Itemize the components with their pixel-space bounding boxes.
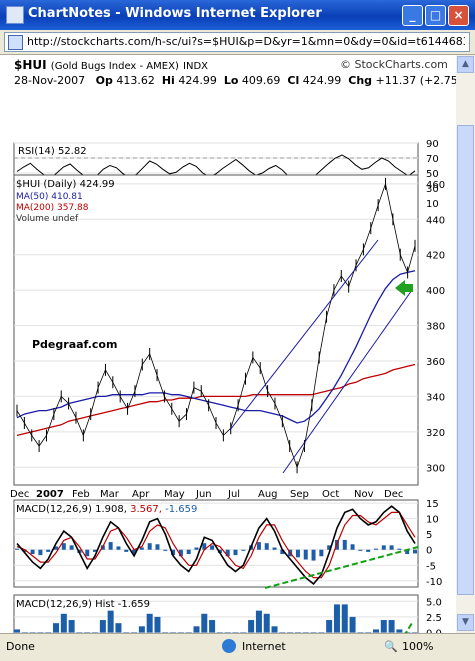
close-button[interactable]: × [448,5,469,26]
hist-bar [326,620,332,633]
hist-bar [381,620,387,633]
hist-bar [61,614,67,633]
hist-bar [69,620,75,633]
zoom-text[interactable]: 100% [402,640,433,653]
price-tick-label: 400 [426,286,445,297]
macd-tick-label: 15 [426,499,439,510]
scroll-up-button[interactable]: ▲ [457,56,474,73]
maximize-button[interactable]: □ [425,5,446,26]
macd-label-part: MACD(12,26,9) [16,504,95,515]
price-tick-label: 420 [426,251,445,262]
month-label: May [164,489,185,500]
price-tick-label: 300 [426,463,445,474]
rsi-tick-label: 10 [426,199,439,210]
hist-bar [100,620,106,633]
scroll-down-button[interactable]: ▼ [457,614,474,631]
hist-bar [350,617,356,633]
scroll-thumb[interactable] [457,125,474,595]
window-title: ChartNotes - Windows Internet Explorer [28,6,322,21]
zone-text: Internet [242,640,286,653]
month-label: Sep [290,489,309,500]
month-label: Aug [258,489,278,500]
hist-bar [272,626,278,632]
macd-label-part: 1.908, [95,504,130,515]
price-tick-label: 360 [426,357,445,368]
hist-tick-label: 5.0 [426,597,442,608]
rsi-tick-label: 90 [426,139,439,150]
ie-icon [6,6,24,24]
hist-label: MACD(12,26,9) Hist -1.659 [16,599,150,610]
price-legend-volume: Volume undef [16,214,79,224]
price-tick-label: 380 [426,322,445,333]
month-label: 2007 [36,489,64,500]
price-tick-label: 320 [426,428,445,439]
status-text: Done [6,640,35,653]
hist-bar [248,620,254,633]
chart-content: $HUI (Gold Bugs Index - AMEX) INDX © Sto… [0,55,456,633]
hist-bar [389,620,395,633]
status-bar: Done Internet 🔍 100% [0,633,475,661]
vertical-scrollbar[interactable]: ▲ ▼ [456,55,475,633]
hist-bar [264,614,270,633]
hist-bar [154,617,160,633]
month-label: Dec [384,489,403,500]
address-bar: http://stockcharts.com/h-sc/ui?s=$HUI&p=… [0,30,475,55]
rsi-tick-label: 50 [426,169,439,180]
macd-label-part: -1.659 [165,504,197,515]
macd-tick-label: 0 [426,546,432,557]
globe-icon [222,639,236,653]
hist-bar [209,620,215,633]
url-text[interactable]: http://stockcharts.com/h-sc/ui?s=$HUI&p=… [27,35,465,48]
month-label: Apr [132,489,150,500]
macd-tick-label: -5 [426,561,436,572]
hist-bar [334,604,340,632]
macd-label-part: 3.567, [130,504,165,515]
month-label: Jun [195,489,212,500]
macd-tick-label: -10 [426,577,442,588]
hist-bar [115,623,121,632]
hist-bar [201,614,207,633]
rsi-label: RSI(14) 52.82 [18,146,87,157]
hist-bar [193,626,199,632]
hist-bar [256,611,262,633]
price-legend-ma50: MA(50) 410.81 [16,192,83,202]
hist-tick-label: 2.5 [426,613,442,624]
zoom-icon[interactable]: 🔍 [384,640,398,653]
month-label: Dec [10,489,29,500]
page-icon [8,35,23,50]
price-legend-ma200: MA(200) 357.88 [16,203,89,213]
price-tick-label: 440 [426,215,445,226]
month-label: Nov [354,489,374,500]
rsi-tick-label: 70 [426,154,439,165]
price-tick-label: 340 [426,392,445,403]
macd-tick-label: 5 [426,530,432,541]
month-label: Mar [100,489,120,500]
month-label: Jul [227,489,240,500]
macd-tick-label: 10 [426,515,439,526]
macd-label: MACD(12,26,9) 1.908, 3.567, -1.659 [16,504,197,515]
month-label: Oct [322,489,339,500]
title-bar: ChartNotes - Windows Internet Explorer _… [0,0,475,30]
hist-bar [53,623,59,632]
address-field[interactable]: http://stockcharts.com/h-sc/ui?s=$HUI&p=… [4,32,470,52]
minimize-button[interactable]: _ [402,5,423,26]
price-legend-symbol: $HUI (Daily) 424.99 [16,179,115,190]
hist-bar [342,604,348,632]
month-label: Feb [72,489,90,500]
watermark-text: Pdegraaf.com [32,338,117,351]
hist-bar [108,611,114,633]
price-tick-label: 460 [426,180,445,191]
hist-bar [147,614,153,633]
hist-bar [139,626,145,632]
